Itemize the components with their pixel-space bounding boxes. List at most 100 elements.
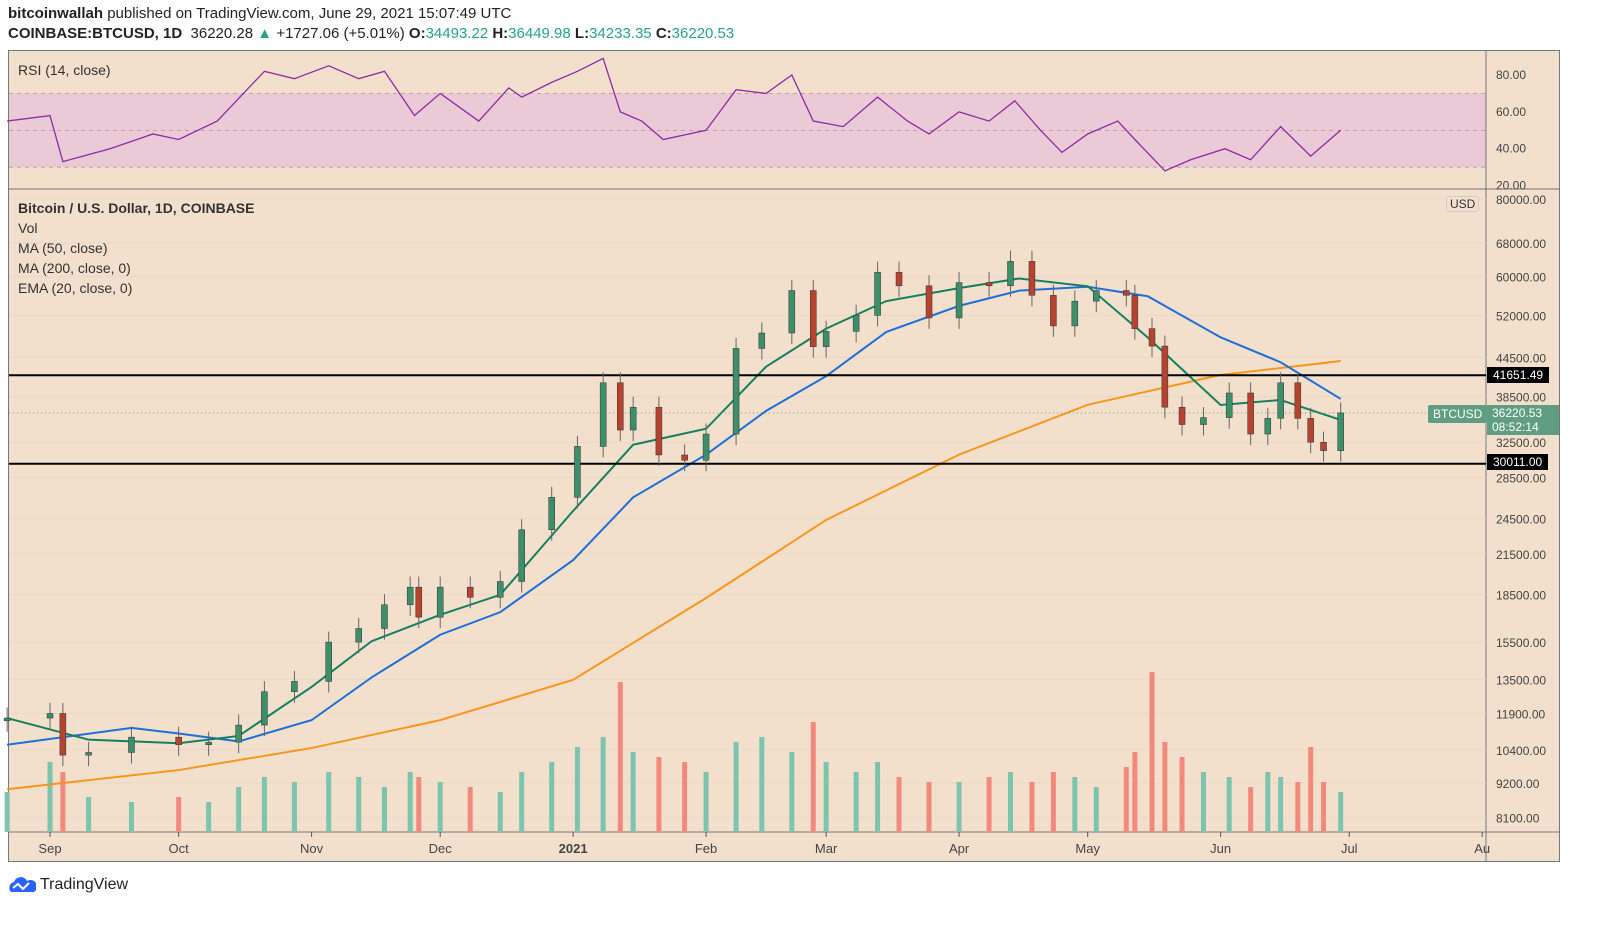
volume-bar bbox=[236, 787, 242, 832]
volume-bar bbox=[407, 772, 413, 832]
time-tick-label: Au bbox=[1474, 841, 1490, 856]
ema20-line bbox=[6, 277, 1342, 745]
volume-bar bbox=[1308, 747, 1314, 832]
candle bbox=[732, 348, 740, 435]
price-tick-label: 21500.00 bbox=[1496, 548, 1546, 562]
currency-badge[interactable]: USD bbox=[1446, 196, 1480, 212]
volume-bar bbox=[1321, 782, 1327, 832]
candle bbox=[1200, 417, 1207, 425]
volume-bar bbox=[1132, 752, 1138, 832]
time-tick-label: Mar bbox=[815, 841, 838, 856]
volume-bar bbox=[875, 762, 881, 832]
candle bbox=[261, 691, 268, 726]
candle bbox=[1178, 406, 1186, 425]
price-tick-label: 24500.00 bbox=[1496, 513, 1546, 527]
volume-bar bbox=[1072, 777, 1078, 832]
candle bbox=[895, 271, 903, 287]
author[interactable]: bitcoinwallah bbox=[8, 5, 104, 22]
vol-legend: Vol bbox=[18, 220, 38, 236]
candle bbox=[1225, 392, 1233, 418]
rsi-tick-label: 20.00 bbox=[1496, 179, 1526, 193]
price-tick-label: 10400.00 bbox=[1496, 744, 1546, 758]
time-tick-label: 2021 bbox=[559, 841, 588, 856]
volume-bar bbox=[630, 752, 636, 832]
volume-bar bbox=[467, 787, 473, 832]
candle bbox=[629, 406, 637, 431]
candle bbox=[758, 332, 766, 349]
price-tick-label: 28500.00 bbox=[1496, 472, 1546, 486]
support-level-tag: 30011.00 bbox=[1487, 454, 1549, 470]
candle bbox=[1247, 392, 1254, 435]
candle bbox=[59, 713, 67, 756]
candle bbox=[852, 315, 860, 332]
volume-bar bbox=[326, 772, 332, 832]
candle bbox=[1007, 261, 1014, 287]
volume-bar bbox=[789, 752, 795, 832]
candle bbox=[548, 497, 555, 531]
candle bbox=[415, 586, 423, 618]
volume-bar bbox=[853, 772, 859, 832]
candle bbox=[985, 282, 993, 287]
chart-frame[interactable] bbox=[8, 50, 1560, 862]
volume-bar bbox=[1200, 772, 1206, 832]
candle bbox=[1307, 418, 1314, 443]
price-tick-label: 32500.00 bbox=[1496, 436, 1546, 450]
price-tick-label: 11900.00 bbox=[1496, 707, 1545, 721]
volume-bar bbox=[810, 722, 816, 832]
volume-bar bbox=[4, 792, 10, 832]
volume-bar bbox=[60, 772, 66, 832]
candle bbox=[925, 285, 933, 319]
candle bbox=[205, 741, 212, 745]
ma50-line bbox=[6, 285, 1342, 746]
candle bbox=[1320, 441, 1327, 451]
high-label: H: bbox=[492, 25, 509, 42]
low-label: L: bbox=[574, 25, 590, 42]
candle bbox=[128, 736, 135, 753]
candle bbox=[466, 586, 474, 598]
price-tick-label: 80000.00 bbox=[1496, 193, 1546, 207]
candle bbox=[1050, 295, 1057, 327]
volume-bar bbox=[1162, 742, 1168, 832]
rsi-tick-label: 60.00 bbox=[1496, 105, 1526, 119]
volume-bar bbox=[206, 802, 212, 832]
close-label: C: bbox=[655, 25, 672, 42]
candle bbox=[1161, 345, 1169, 408]
candle bbox=[291, 681, 298, 692]
volume-bar bbox=[926, 782, 932, 832]
candle bbox=[655, 406, 663, 456]
volume-bar bbox=[1278, 777, 1284, 832]
candle bbox=[1071, 300, 1079, 327]
candle bbox=[3, 717, 11, 722]
change: +1727.06 (+5.01%) bbox=[276, 25, 405, 42]
last-price-axis: 36220.53 bbox=[1492, 406, 1543, 420]
volume-bar bbox=[381, 787, 387, 832]
last-price: 36220.28 bbox=[190, 25, 254, 42]
price-tick-label: 68000.00 bbox=[1496, 237, 1546, 251]
volume-bar bbox=[416, 777, 422, 832]
high-value: 36449.98 bbox=[508, 25, 571, 42]
volume-bar bbox=[759, 737, 765, 832]
tradingview-logo[interactable]: TradingView bbox=[8, 876, 128, 894]
volume-bar bbox=[1149, 672, 1155, 832]
candle bbox=[874, 271, 881, 316]
last-price-tag: 36220.53 08:52:14 bbox=[1487, 405, 1559, 435]
volume-bar bbox=[682, 762, 688, 832]
symbol-price-tag: BTCUSD bbox=[1428, 405, 1488, 423]
volume-bar bbox=[356, 777, 362, 832]
price-tick-label: 8100.00 bbox=[1496, 811, 1540, 825]
volume-bar bbox=[896, 777, 902, 832]
time-tick-label: Nov bbox=[300, 841, 324, 856]
candle bbox=[788, 290, 796, 334]
time-tick-label: Sep bbox=[38, 841, 61, 856]
price-tick-label: 44500.00 bbox=[1496, 351, 1546, 365]
candle bbox=[85, 752, 92, 756]
tradingview-cloud-icon bbox=[9, 877, 36, 892]
candle bbox=[406, 586, 414, 606]
candle bbox=[955, 282, 963, 319]
candle bbox=[1123, 290, 1130, 296]
candle bbox=[1264, 418, 1272, 435]
candle bbox=[355, 628, 362, 643]
candle bbox=[574, 446, 581, 498]
volume-bar bbox=[1265, 772, 1271, 832]
